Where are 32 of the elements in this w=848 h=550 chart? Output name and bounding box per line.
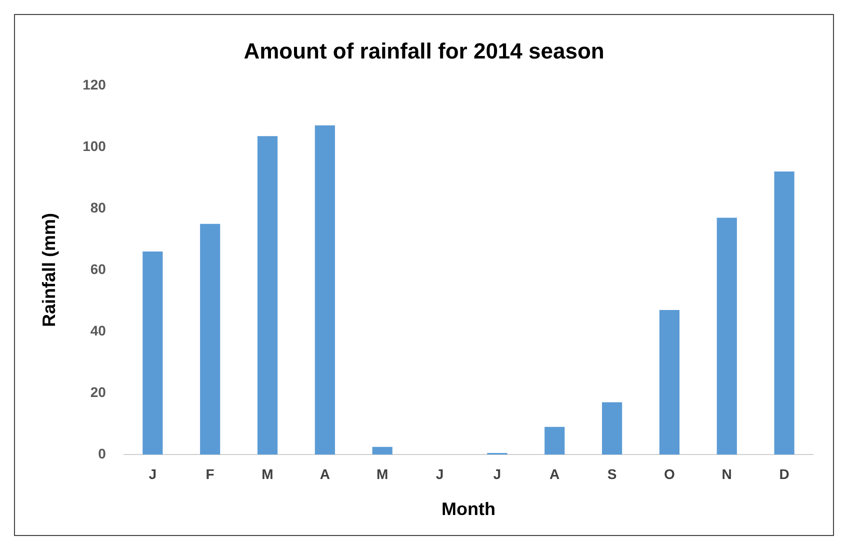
x-tick-label: N	[722, 466, 732, 482]
y-tick-label: 60	[90, 260, 106, 277]
bar	[257, 136, 278, 455]
x-tick-label: M	[376, 466, 388, 482]
y-tick-label: 80	[90, 199, 106, 216]
x-tick-label: A	[550, 466, 560, 482]
x-axis-title: Month	[441, 499, 496, 520]
y-tick-label: 40	[90, 322, 106, 338]
bar	[314, 125, 335, 455]
x-tick-label: J	[493, 466, 502, 482]
bar	[200, 224, 220, 455]
y-tick-label: 0	[98, 445, 106, 462]
y-tick-label: 120	[82, 76, 106, 92]
x-tick-label: F	[206, 466, 215, 482]
bar	[372, 446, 392, 455]
bar	[659, 310, 680, 455]
x-tick-label: A	[320, 466, 330, 482]
bar	[142, 252, 163, 455]
y-tick-label: 100	[82, 138, 106, 154]
y-tick-label: 20	[90, 384, 106, 400]
chart-title: Amount of rainfall for 2014 season	[244, 38, 604, 64]
bar	[774, 172, 794, 455]
x-tick-label: D	[779, 466, 790, 482]
x-tick-label: J	[436, 466, 444, 482]
x-tick-label: O	[664, 466, 676, 482]
x-tick-label: J	[148, 466, 157, 482]
x-tick-label: S	[607, 466, 617, 482]
bar	[602, 402, 622, 455]
x-tick-label: M	[262, 466, 274, 482]
bar	[544, 426, 565, 455]
y-axis-title: Rainfall (mm)	[38, 212, 59, 328]
bar	[716, 218, 737, 455]
